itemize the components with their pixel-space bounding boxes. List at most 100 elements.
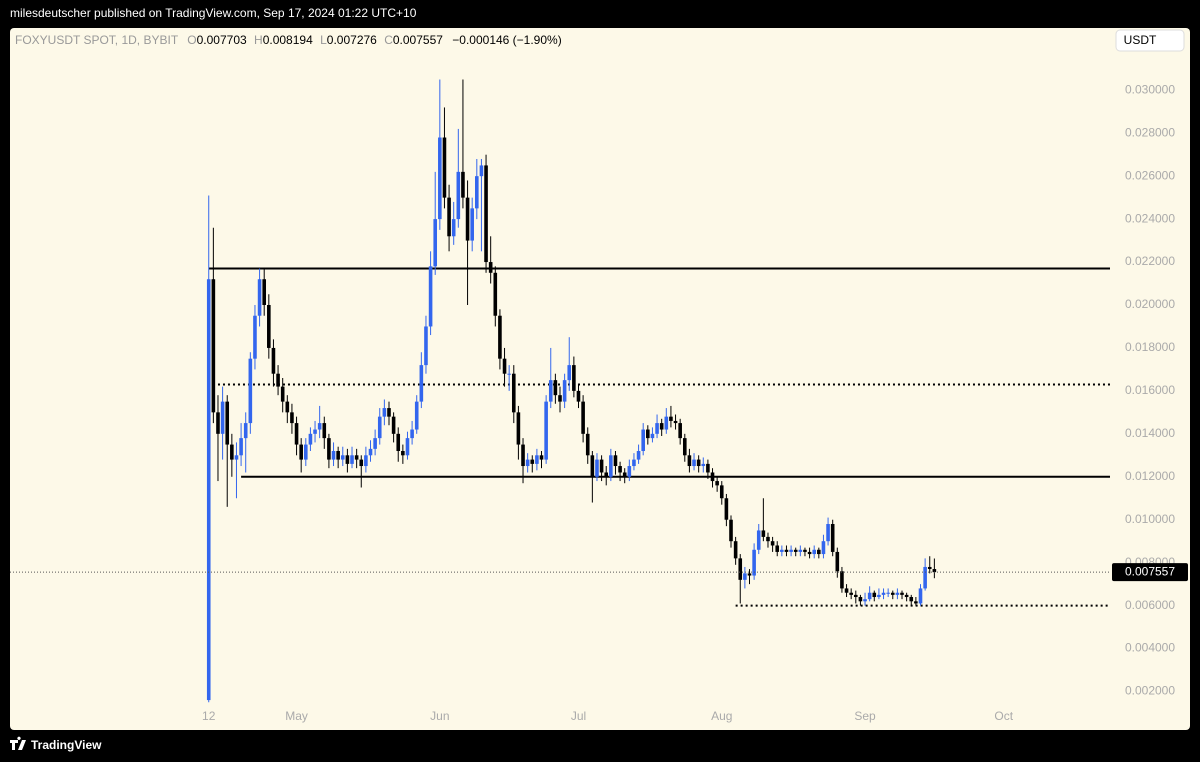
candle-body xyxy=(719,485,724,499)
plot-area xyxy=(206,79,1110,703)
legend-value: 0.007557 xyxy=(393,33,443,47)
change-label: −0.000146 (−1.90%) xyxy=(452,33,561,47)
candle-body xyxy=(655,423,659,434)
candle-body xyxy=(793,549,798,552)
candle-body xyxy=(262,279,267,305)
candle-body xyxy=(627,466,632,477)
candle-body xyxy=(428,266,433,327)
candle-body xyxy=(895,592,900,595)
candle-body xyxy=(775,545,780,552)
candle-body xyxy=(377,416,382,439)
candle-body xyxy=(511,373,516,413)
candle-body xyxy=(770,541,775,546)
candle-body xyxy=(387,408,391,417)
candle-body xyxy=(285,401,290,413)
candle-body xyxy=(789,549,793,552)
candle-body xyxy=(447,197,451,237)
legend-letter: C xyxy=(384,33,393,47)
candle-body xyxy=(743,573,747,580)
y-tick-label: 0.004000 xyxy=(1125,641,1175,655)
candle-body xyxy=(826,524,830,542)
legend-letter: L xyxy=(320,33,327,47)
candle-body xyxy=(890,592,895,595)
candle-body xyxy=(618,466,622,473)
legend: FOXYUSDT SPOT, 1D, BYBIT O0.007703 H0.00… xyxy=(15,33,562,47)
y-tick-label: 0.006000 xyxy=(1125,598,1175,612)
candle-body xyxy=(488,262,493,273)
candle-body xyxy=(733,541,738,559)
candle-body xyxy=(599,459,604,473)
y-tick-label: 0.026000 xyxy=(1125,168,1175,182)
candle-body xyxy=(308,433,313,445)
candle-body xyxy=(461,171,465,198)
y-tick-label: 0.024000 xyxy=(1125,211,1175,225)
candle-body xyxy=(886,592,890,594)
header-text: milesdeutscher published on TradingView.… xyxy=(10,6,417,20)
candle-body xyxy=(872,592,877,598)
candle-body xyxy=(290,412,294,424)
candle-body xyxy=(572,365,576,391)
candle-body xyxy=(331,451,336,460)
y-tick-label: 0.020000 xyxy=(1125,297,1175,311)
candle-body xyxy=(613,455,618,467)
x-tick-label: 12 xyxy=(202,709,216,723)
candle-body xyxy=(276,373,280,387)
candle-body xyxy=(493,272,498,316)
candle-body xyxy=(479,165,484,177)
candle-body xyxy=(368,448,373,456)
candle-body xyxy=(687,455,692,467)
candle-body xyxy=(234,455,239,460)
candle-body xyxy=(216,412,220,434)
candle-body xyxy=(419,365,424,402)
candle-body xyxy=(844,588,849,593)
candle-body xyxy=(303,444,308,460)
candle-body xyxy=(280,386,285,402)
currency-label[interactable]: USDT xyxy=(1124,33,1157,47)
y-tick-label: 0.010000 xyxy=(1125,512,1175,526)
candle-body xyxy=(673,420,678,424)
y-tick-label: 0.014000 xyxy=(1125,426,1175,440)
candle-body xyxy=(632,459,636,467)
candle-body xyxy=(465,197,470,241)
candle-body xyxy=(701,463,706,467)
candle-body xyxy=(345,455,350,464)
candle-body xyxy=(438,137,442,220)
candle-body xyxy=(830,524,835,552)
currency-button[interactable] xyxy=(1115,29,1185,52)
candle-body xyxy=(817,549,821,555)
candle-body xyxy=(863,599,867,602)
candle-body xyxy=(650,433,655,439)
candle-body xyxy=(747,573,752,576)
candle-body xyxy=(696,459,701,467)
candle-body xyxy=(516,412,521,445)
candle-body xyxy=(544,401,548,460)
candle-body xyxy=(738,558,743,580)
candle-body xyxy=(433,219,438,267)
legend-letter: O xyxy=(187,33,196,47)
candle-body xyxy=(706,463,710,473)
candle-body xyxy=(424,326,428,366)
y-tick-label: 0.016000 xyxy=(1125,383,1175,397)
candle-body xyxy=(553,380,558,396)
x-tick-label: May xyxy=(285,709,308,723)
candle-body xyxy=(646,429,650,439)
candle-body xyxy=(900,592,904,595)
candle-body xyxy=(724,498,729,520)
candle-body xyxy=(867,592,872,600)
candle-body xyxy=(664,416,669,430)
candle-body xyxy=(354,455,359,460)
candle-body xyxy=(530,459,535,464)
candle-body xyxy=(927,566,932,570)
candle-body xyxy=(405,438,410,456)
candle-body xyxy=(558,395,562,402)
candle-body xyxy=(456,171,461,220)
candle-body xyxy=(248,358,253,424)
candle-body xyxy=(327,438,331,460)
candle-body xyxy=(382,408,387,417)
candle-body xyxy=(317,423,322,430)
legend-letter: H xyxy=(254,33,263,47)
candle-body xyxy=(313,429,317,434)
x-tick-label: Oct xyxy=(994,709,1013,723)
candle-body xyxy=(484,165,488,263)
candle-body xyxy=(336,451,340,460)
